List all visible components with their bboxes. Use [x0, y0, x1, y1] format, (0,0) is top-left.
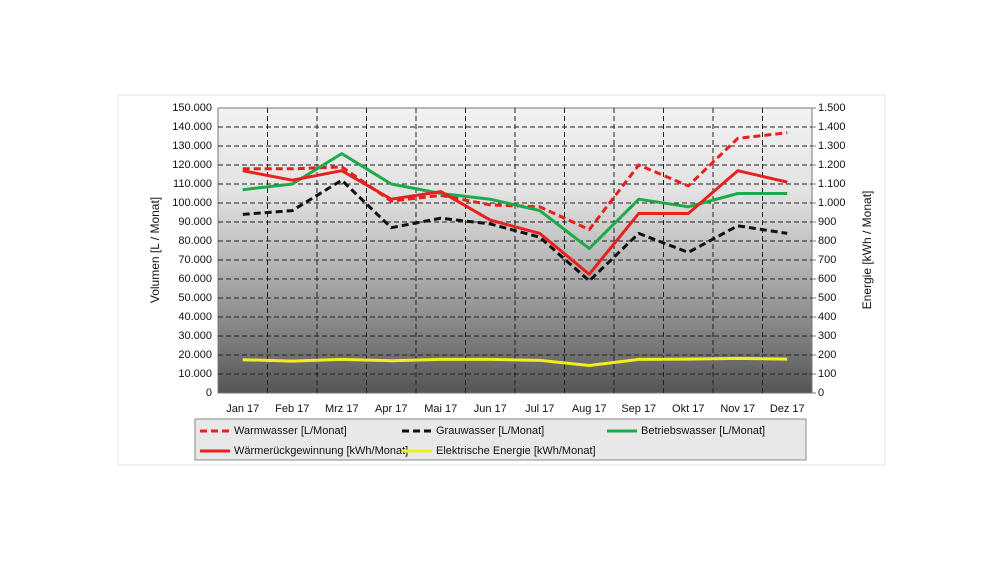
x-tick-label: Feb 17 — [275, 403, 309, 415]
y2-tick-label: 900 — [818, 216, 836, 228]
x-tick-label: Okt 17 — [672, 403, 704, 415]
y2-tick-label: 1.500 — [818, 102, 846, 114]
y-tick-label: 20.000 — [178, 349, 212, 361]
y2-tick-label: 0 — [818, 387, 824, 399]
y-tick-label: 60.000 — [178, 273, 212, 285]
y-tick-label: 150.000 — [172, 102, 212, 114]
x-tick-label: Nov 17 — [720, 403, 755, 415]
legend-label: Warmwasser [L/Monat] — [234, 425, 347, 437]
series-line — [242, 131, 788, 232]
y-axis-title: Volumen [L / Monat] — [148, 197, 162, 303]
x-tick-label: Apr 17 — [375, 403, 407, 415]
y2-tick-label: 600 — [818, 273, 836, 285]
legend-label: Betriebswasser [L/Monat] — [641, 425, 765, 437]
x-tick-label: Aug 17 — [572, 403, 607, 415]
y-tick-label: 50.000 — [178, 292, 212, 304]
y-tick-label: 80.000 — [178, 235, 212, 247]
y2-tick-label: 500 — [818, 292, 836, 304]
x-tick-label: Dez 17 — [770, 403, 805, 415]
x-tick-label: Mai 17 — [424, 403, 457, 415]
legend-label: Elektrische Energie [kWh/Monat] — [436, 445, 596, 457]
y-tick-label: 130.000 — [172, 140, 212, 152]
x-tick-label: Jul 17 — [525, 403, 554, 415]
series-line — [242, 178, 788, 283]
y-tick-label: 0 — [206, 387, 212, 399]
y2-tick-label: 1.200 — [818, 159, 846, 171]
y2-tick-label: 300 — [818, 330, 836, 342]
legend-label: Grauwasser [L/Monat] — [436, 425, 544, 437]
plot-area — [217, 107, 813, 394]
y2-tick-label: 400 — [818, 311, 836, 323]
y-tick-label: 10.000 — [178, 368, 212, 380]
y-tick-label: 120.000 — [172, 159, 212, 171]
y-tick-label: 100.000 — [172, 197, 212, 209]
y2-tick-label: 800 — [818, 235, 836, 247]
y2-tick-label: 700 — [818, 254, 836, 266]
y2-tick-label: 1.300 — [818, 140, 846, 152]
y2-axis-title: Energie [kWh / Monat] — [860, 191, 874, 310]
series-line — [242, 356, 788, 367]
y2-tick-label: 1.000 — [818, 197, 846, 209]
y2-tick-label: 200 — [818, 349, 836, 361]
y2-tick-label: 1.100 — [818, 178, 846, 190]
y2-tick-label: 1.400 — [818, 121, 846, 133]
y2-tick-label: 100 — [818, 368, 836, 380]
y-tick-label: 70.000 — [178, 254, 212, 266]
x-tick-label: Mrz 17 — [325, 403, 359, 415]
x-tick-label: Sep 17 — [621, 403, 656, 415]
series-line — [242, 169, 788, 276]
y-tick-label: 140.000 — [172, 121, 212, 133]
y-tick-label: 30.000 — [178, 330, 212, 342]
y-tick-label: 40.000 — [178, 311, 212, 323]
y-tick-label: 110.000 — [173, 178, 212, 190]
x-tick-label: Jan 17 — [226, 403, 259, 415]
x-tick-label: Jun 17 — [474, 403, 507, 415]
legend — [194, 418, 807, 461]
legend-label: Wärmerückgewinnung [kWh/Monat] — [234, 445, 408, 457]
y-tick-label: 90.000 — [178, 216, 212, 228]
